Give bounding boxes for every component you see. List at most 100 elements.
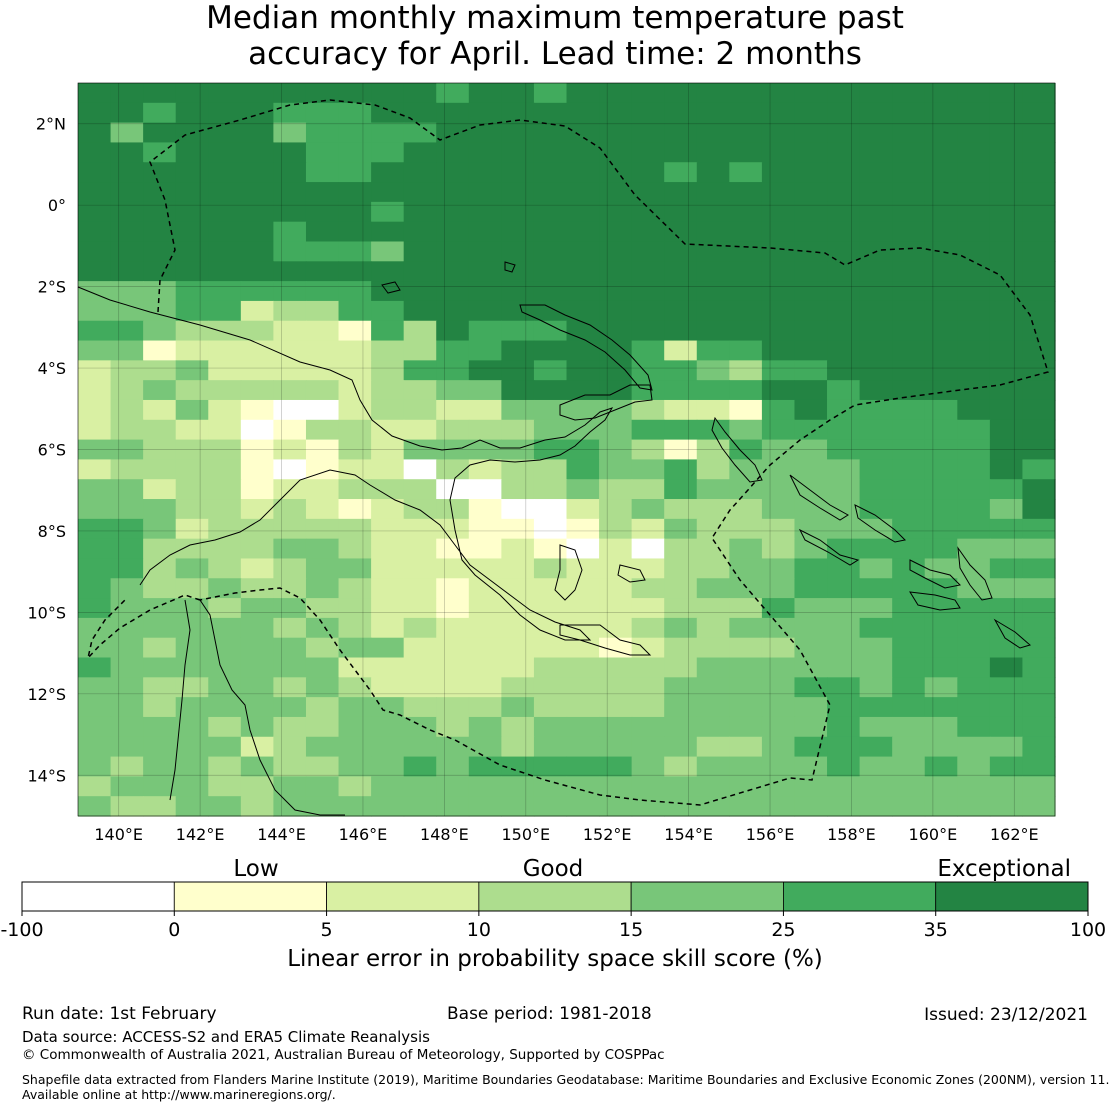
grid-cell: [110, 380, 144, 401]
grid-cell: [892, 439, 926, 460]
grid-cell: [989, 261, 1024, 282]
grid-cell: [924, 617, 958, 639]
grid-cell: [1022, 399, 1056, 421]
lat-tick-label: 2°N: [36, 115, 66, 134]
grid-cell: [273, 360, 307, 381]
grid-cell: [892, 162, 926, 183]
grid-cell: [501, 459, 535, 480]
grid-cell: [338, 201, 372, 223]
grid-cell: [501, 538, 535, 560]
grid-cell: [175, 578, 209, 599]
grid-cell: [371, 756, 405, 777]
grid-cell: [664, 558, 698, 579]
grid-cell: [859, 479, 893, 500]
grid-cell: [664, 162, 698, 183]
grid-cell: [1022, 102, 1056, 124]
grid-cell: [729, 538, 763, 560]
grid-cell: [240, 499, 274, 520]
grid-cell: [696, 479, 730, 500]
grid-cell: [599, 162, 633, 183]
grid-cell: [338, 281, 372, 302]
grid-cell: [208, 538, 242, 560]
grid-cell: [957, 142, 991, 163]
grid-cell: [924, 459, 958, 480]
grid-cell: [631, 162, 665, 183]
grid-cell: [501, 558, 535, 579]
grid-cell: [208, 241, 242, 262]
grid-cell: [240, 419, 274, 441]
grid-cell: [338, 558, 372, 579]
grid-cell: [338, 102, 372, 124]
grid-cell: [143, 122, 177, 144]
grid-cell: [664, 697, 698, 718]
grid-cell: [989, 419, 1024, 441]
grid-cell: [143, 558, 177, 579]
grid-cell: [892, 796, 926, 817]
grid-cell: [566, 499, 600, 520]
grid-cell: [957, 697, 991, 718]
grid-cell: [143, 419, 177, 441]
map-frame: [77, 82, 1056, 817]
grid-cell: [305, 499, 340, 520]
grid-cell: [175, 201, 209, 223]
grid-cell: [599, 142, 633, 163]
grid-cell: [78, 221, 112, 243]
grid-cell: [696, 122, 730, 144]
grid-cell: [566, 479, 600, 500]
grid-cell: [859, 419, 893, 441]
grid-cell: [794, 657, 828, 678]
grid-cell: [729, 439, 763, 460]
grid-cell: [468, 796, 502, 817]
colorbar-category-label: Good: [523, 856, 584, 882]
grid-cell: [696, 796, 730, 817]
grid-cell: [859, 617, 893, 639]
grid-cell: [989, 716, 1024, 738]
grid-cell: [631, 83, 665, 104]
grid-cell: [371, 102, 405, 124]
grid-cell: [1022, 716, 1056, 738]
grid-cell: [371, 479, 405, 500]
grid-cell: [566, 380, 600, 401]
grid-cell: [892, 281, 926, 302]
grid-cell: [436, 261, 470, 282]
grid-cell: [892, 538, 926, 560]
grid-cell: [110, 182, 144, 203]
grid-cell: [175, 182, 209, 203]
grid-cell: [892, 122, 926, 144]
grid-cell: [240, 399, 274, 421]
grid-cell: [599, 419, 633, 441]
grid-cell: [436, 518, 470, 540]
grid-cell: [371, 182, 405, 203]
grid-cell: [208, 756, 242, 777]
grid-cell: [761, 83, 796, 104]
grid-cell: [1022, 538, 1056, 560]
grid-cell: [794, 142, 828, 163]
grid-cell: [794, 617, 828, 639]
grid-cell: [273, 419, 307, 441]
grid-cell: [696, 518, 730, 540]
grid-cell: [533, 182, 568, 203]
grid-cell: [599, 578, 633, 599]
bougainville-coast: [711, 416, 763, 483]
grid-cell: [305, 281, 340, 302]
grid-cell: [110, 122, 144, 144]
grid-cell: [273, 716, 307, 738]
grid-cell: [631, 796, 665, 817]
grid-cell: [208, 340, 242, 361]
grid-cell: [240, 578, 274, 599]
grid-cell: [468, 142, 502, 163]
grid-cell: [599, 518, 633, 540]
grid-cell: [78, 736, 112, 758]
manus-island: [381, 261, 516, 294]
grid-cell: [957, 637, 991, 659]
grid-cell: [533, 142, 568, 163]
grid-cell: [924, 518, 958, 540]
grid-cell: [468, 122, 502, 144]
grid-cell: [240, 657, 274, 678]
grid-cell: [599, 182, 633, 203]
grid-cell: [827, 499, 861, 520]
grid-cell: [371, 578, 405, 599]
grid-cell: [957, 241, 991, 262]
grid-cell: [533, 162, 568, 183]
grid-cell: [599, 261, 633, 282]
